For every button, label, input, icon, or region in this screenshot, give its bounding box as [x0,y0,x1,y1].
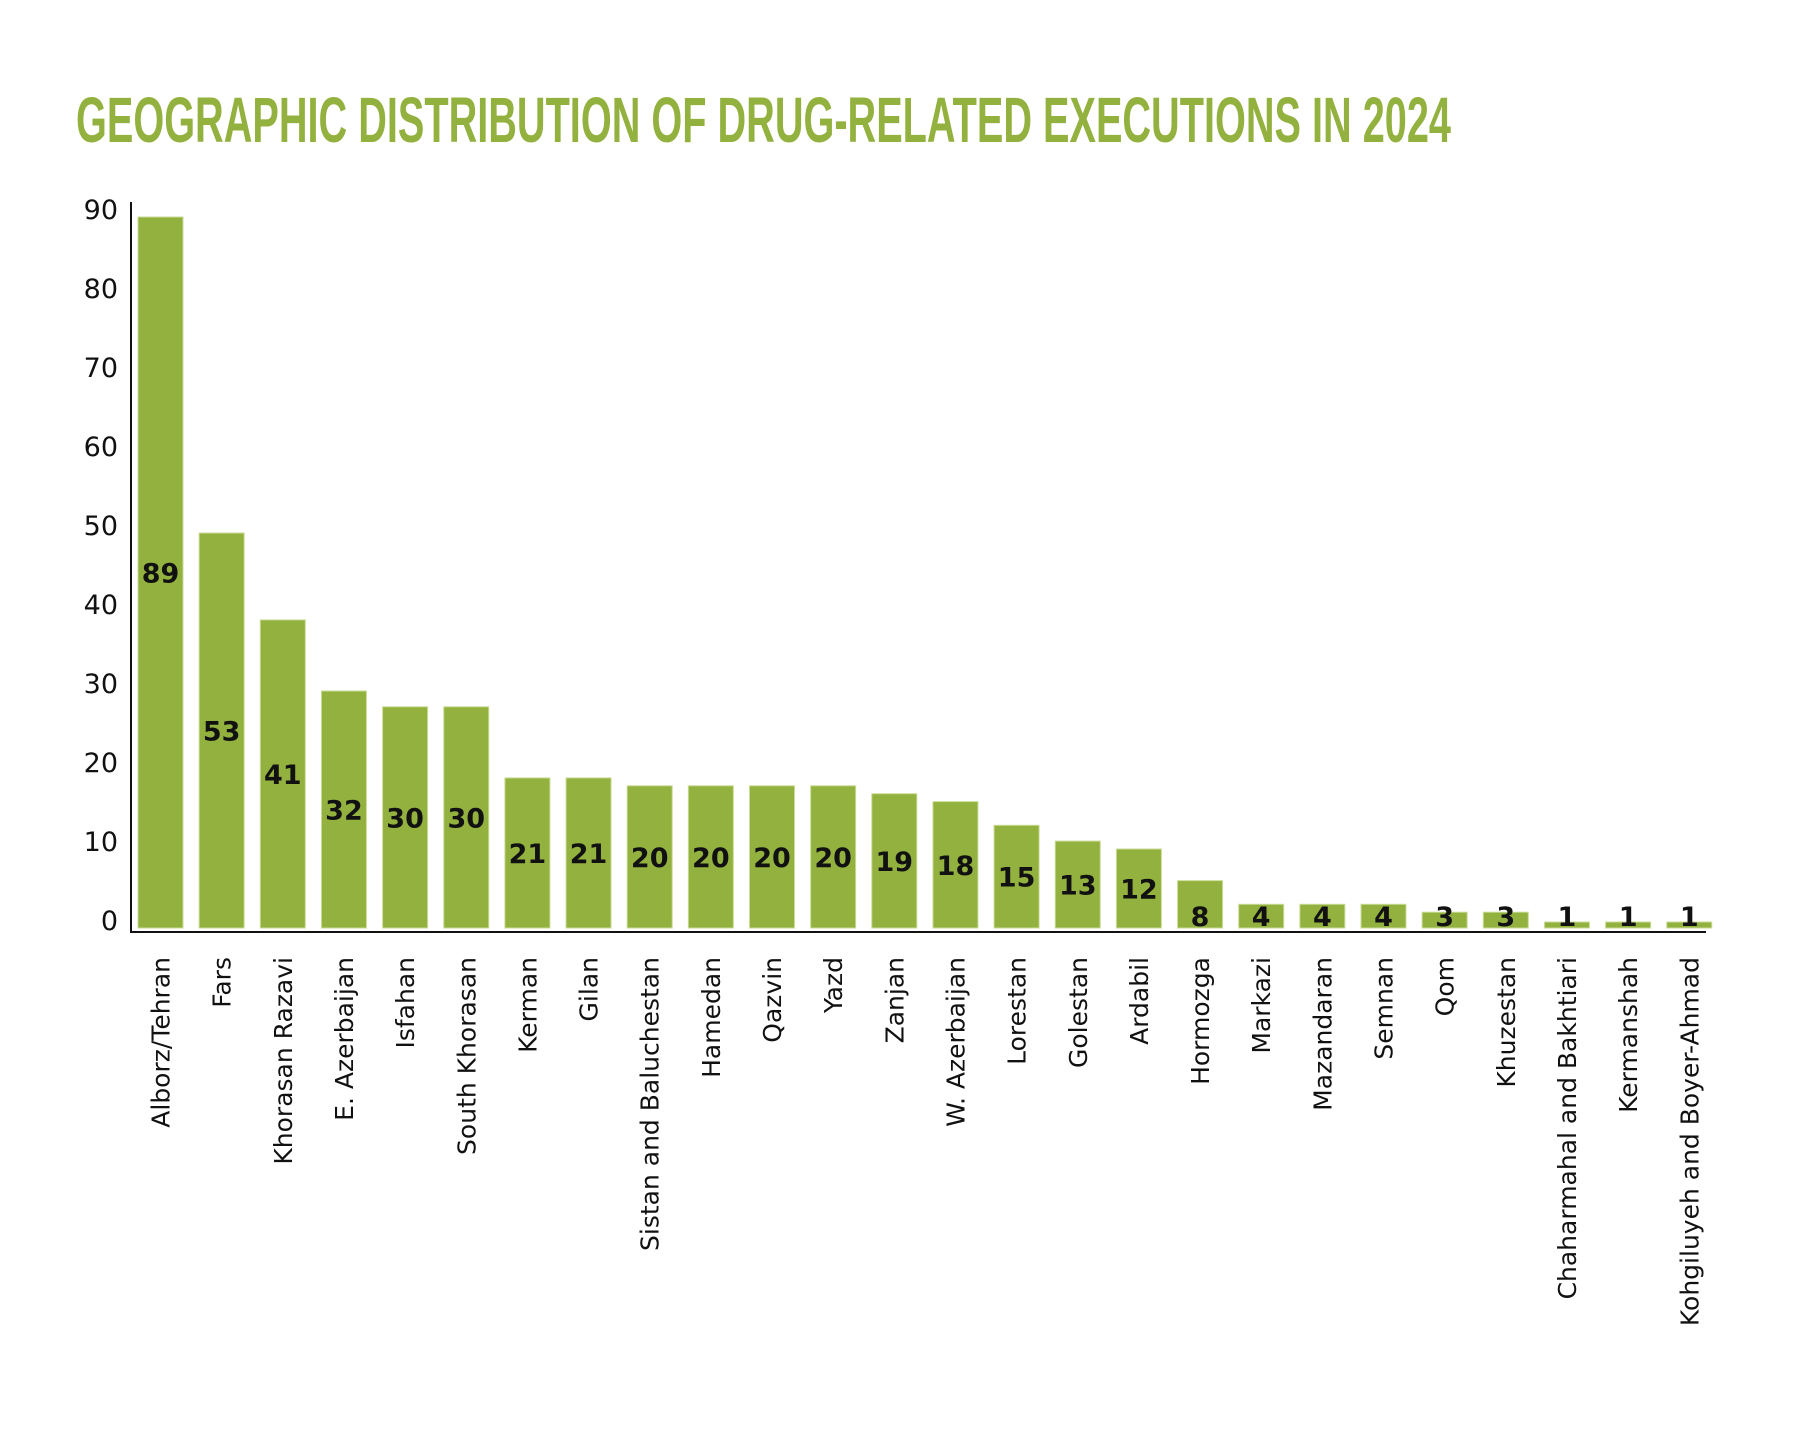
x-axis-labels: Alborz/Tehran Fars Khorasan Razavi E. Azerb… [147,957,1705,1326]
bar [810,785,857,929]
y-tick-label: 50 [84,511,118,542]
x-tick-label: Hormozga [1186,957,1215,1085]
bar [932,801,979,929]
value-label: 20 [631,843,669,874]
value-label: 12 [1120,875,1158,906]
x-tick-label: Semnan [1370,957,1399,1060]
bar [749,785,795,929]
value-label: 4 [1374,902,1393,933]
x-tick-label: Mazandaran [1308,957,1337,1111]
x-tick-label: Gilan [575,957,604,1021]
bar [993,824,1040,929]
value-label: 19 [876,847,914,878]
value-label: 1 [1680,902,1699,933]
y-tick-label: 20 [84,748,118,779]
value-label: 21 [570,839,608,870]
bar [1482,911,1529,929]
value-label: 21 [509,839,547,870]
x-tick-label: Markazi [1247,957,1276,1054]
x-tick-label: Hamedan [697,957,726,1078]
bar [1605,921,1652,929]
x-tick-label: Kerman [513,957,542,1053]
value-label: 32 [325,796,363,827]
bars-group [137,216,1713,929]
y-tick-label: 70 [84,353,118,384]
value-label: 8 [1191,902,1210,933]
x-tick-label: South Khorasan [452,957,481,1155]
chart-title: GEOGRAPHIC DISTRIBUTION OF DRUG-RELATED … [76,84,1451,156]
value-label: 41 [264,760,302,791]
bar [1360,903,1407,929]
value-label: 30 [447,803,485,834]
bar [504,777,551,929]
y-tick-label: 60 [84,432,118,463]
x-tick-label: Khorasan Razavi [269,957,298,1165]
y-tick-label: 80 [84,274,118,305]
value-label: 89 [142,559,180,590]
bar [1421,911,1468,929]
x-tick-label: Kohgiluyeh and Boyer-Ahmad [1675,957,1704,1326]
value-label: 3 [1435,902,1454,933]
bar [259,619,306,929]
x-tick-label: Kermanshah [1614,957,1643,1113]
bar [871,793,918,929]
value-label: 1 [1619,902,1638,933]
x-tick-label: Fars [208,957,237,1008]
x-tick-label: W. Azerbaijan [941,957,970,1127]
x-tick-label: Qom [1431,957,1460,1016]
x-tick-label: Isfahan [391,957,420,1049]
bar [1666,921,1713,929]
y-tick-label: 40 [84,590,118,621]
y-tick-label: 0 [101,906,118,937]
value-label: 1 [1558,902,1577,933]
value-label: 20 [753,843,791,874]
x-tick-label: Alborz/Tehran [147,957,176,1128]
value-label: 20 [692,843,730,874]
bar [1054,840,1101,929]
value-label: 30 [386,803,424,834]
x-tick-label: Golestan [1064,957,1093,1068]
bar [320,690,367,929]
x-tick-label: Zanjan [880,957,909,1043]
bar [1238,903,1285,929]
bar [382,706,429,929]
value-label: 4 [1313,902,1332,933]
value-label: 13 [1059,871,1097,902]
bar [1177,880,1224,929]
bar [137,216,184,929]
bar [565,777,612,929]
value-label: 4 [1252,902,1271,933]
bar [687,785,734,929]
x-tick-label: Ardabil [1125,957,1154,1045]
value-label: 15 [998,863,1036,894]
value-label: 18 [937,851,975,882]
bar [1115,848,1162,929]
x-tick-label: Chaharmahal and Bakhtiari [1553,957,1582,1299]
value-label: 3 [1496,902,1515,933]
y-axis-ticks: 0 10 20 30 40 50 60 70 80 90 [84,195,118,937]
bar [626,785,673,929]
value-label: 20 [814,843,852,874]
y-tick-label: 10 [84,827,118,858]
bar [1299,903,1346,929]
bar [443,706,490,929]
x-tick-label: Khuzestan [1492,957,1521,1088]
value-labels: 89 53 41 32 30 30 21 21 20 20 20 20 19 18 15 13 12 8 4 4 4 3 3… [142,559,1699,934]
bar [198,532,245,929]
x-tick-label: Qazvin [758,957,787,1043]
y-tick-label: 30 [84,669,118,700]
x-tick-label: Yazd [819,957,848,1014]
x-tick-label: E. Azerbaijan [330,957,359,1121]
value-label: 53 [203,717,241,748]
x-tick-label: Sistan and Baluchestan [636,957,665,1251]
y-tick-label: 90 [84,195,118,226]
x-tick-label: Lorestan [1003,957,1032,1065]
bar [1543,921,1590,929]
